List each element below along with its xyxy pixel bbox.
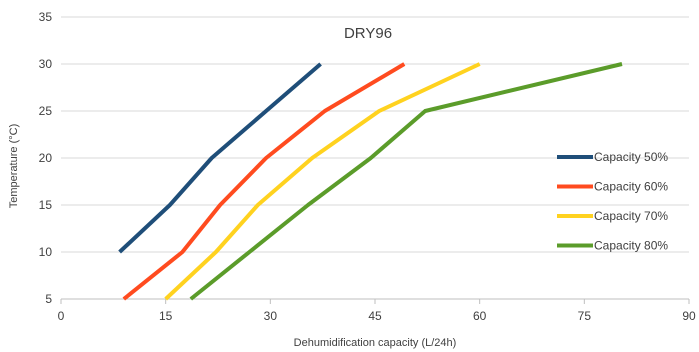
x-tick-labels: 0 15 30 45 60 75 90 bbox=[58, 309, 696, 323]
gridlines bbox=[60, 16, 690, 304]
y-tick-label: 30 bbox=[39, 57, 53, 71]
y-tick-labels: 5 10 15 20 25 30 35 bbox=[39, 10, 53, 306]
legend-label-3: Capacity 70% bbox=[594, 209, 668, 223]
y-tick-label: 5 bbox=[45, 292, 52, 306]
y-tick-label: 10 bbox=[39, 245, 53, 259]
series-line-2 bbox=[122, 62, 406, 301]
y-tick-label: 15 bbox=[39, 198, 53, 212]
x-tick-label: 0 bbox=[58, 309, 65, 323]
y-tick-label: 25 bbox=[39, 104, 53, 118]
series-line-1 bbox=[118, 62, 322, 254]
y-tick-label: 20 bbox=[39, 151, 53, 165]
chart-title: DRY96 bbox=[344, 25, 392, 42]
legend-label-1: Capacity 50% bbox=[594, 150, 668, 164]
x-tick-label: 90 bbox=[682, 309, 696, 323]
legend: Capacity 50% Capacity 60% Capacity 70% Capa… bbox=[557, 150, 668, 253]
x-tick-label: 60 bbox=[473, 309, 487, 323]
y-axis-label: Temperature (°C) bbox=[8, 124, 20, 208]
x-tick-label: 30 bbox=[264, 309, 278, 323]
series-lines bbox=[118, 62, 623, 301]
legend-label-2: Capacity 60% bbox=[594, 180, 668, 194]
series-line-4 bbox=[189, 62, 623, 301]
x-tick-label: 45 bbox=[368, 309, 382, 323]
legend-label-4: Capacity 80% bbox=[594, 239, 668, 253]
y-tick-label: 35 bbox=[39, 10, 53, 24]
x-tick-label: 15 bbox=[159, 309, 173, 323]
series-line-3 bbox=[164, 62, 481, 301]
x-tick-label: 75 bbox=[578, 309, 592, 323]
x-axis-label: Dehumidification capacity (L/24h) bbox=[294, 337, 457, 349]
